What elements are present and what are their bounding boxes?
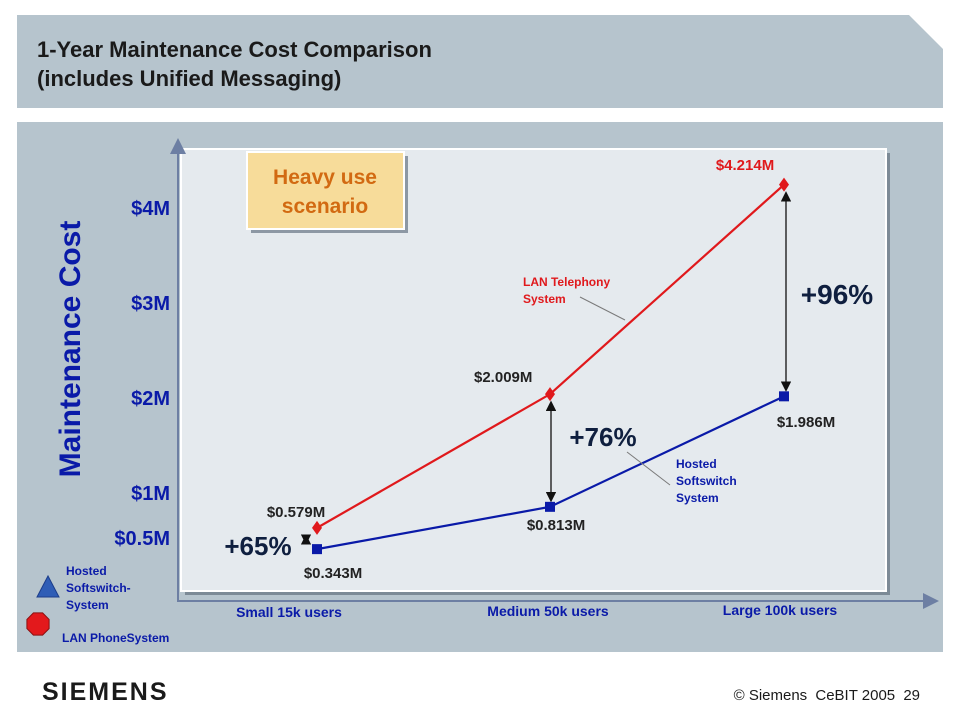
x-tick-label: Small 15k users bbox=[236, 604, 342, 620]
legend-label-lan: LAN PhoneSystem bbox=[62, 631, 169, 645]
data-label-hosted: $1.986M bbox=[777, 414, 835, 431]
series-label-leader-lan bbox=[579, 296, 626, 321]
x-tick-label: Large 100k users bbox=[723, 602, 838, 618]
x-tick-label: Medium 50k users bbox=[487, 603, 609, 619]
data-point-hosted bbox=[545, 501, 555, 512]
slide-title-line-2: (includes Unified Messaging) bbox=[37, 66, 342, 91]
data-label-hosted: $0.343M bbox=[304, 565, 362, 582]
title-bar: 1-Year Maintenance Cost Comparison (incl… bbox=[17, 15, 943, 108]
y-tick-label: $0.5M bbox=[114, 528, 170, 550]
legend-octagon-icon bbox=[26, 612, 50, 636]
footer-copyright: © Siemens bbox=[733, 687, 808, 704]
y-tick-label: $1M bbox=[131, 483, 170, 505]
legend-label-hosted: Softswitch- bbox=[66, 581, 131, 595]
callout-text-line-1: Heavy use bbox=[273, 166, 377, 189]
difference-label: +65% bbox=[224, 531, 291, 561]
y-tick-label: $2M bbox=[131, 388, 170, 410]
y-axis-label: Maintenance Cost bbox=[54, 221, 87, 478]
slide-title-line-1: 1-Year Maintenance Cost Comparison bbox=[37, 37, 432, 62]
series-label-hosted-line: Hosted bbox=[676, 457, 717, 471]
callout-box bbox=[246, 151, 405, 230]
data-point-hosted bbox=[312, 544, 322, 555]
footer-page-number: 29 bbox=[903, 687, 920, 704]
series-label-lan-line-1: LAN Telephony bbox=[523, 275, 610, 289]
footer-info: © Siemens CeBIT 2005 29 bbox=[730, 687, 920, 704]
data-label-lan: $4.214M bbox=[716, 157, 774, 174]
legend-label-hosted: System bbox=[66, 598, 109, 612]
series-label-lan-line-2: System bbox=[523, 292, 566, 306]
difference-label: +76% bbox=[569, 422, 636, 452]
data-point-lan bbox=[779, 177, 789, 192]
data-point-hosted bbox=[779, 391, 789, 402]
callout-text-line-2: scenario bbox=[282, 195, 368, 218]
y-tick-label: $4M bbox=[131, 198, 170, 220]
y-tick-label: $3M bbox=[131, 293, 170, 315]
series-label-hosted-line: System bbox=[676, 491, 719, 505]
slide-title: 1-Year Maintenance Cost Comparison (incl… bbox=[37, 35, 432, 93]
data-label-lan: $2.009M bbox=[474, 369, 532, 386]
data-label-lan: $0.579M bbox=[267, 504, 325, 521]
data-point-lan bbox=[545, 387, 555, 402]
series-label-hosted-line: Softswitch bbox=[676, 474, 737, 488]
footer-event: CeBIT 2005 bbox=[815, 687, 896, 704]
title-corner-cut bbox=[909, 15, 943, 49]
series-label-leader-hosted bbox=[626, 451, 671, 486]
data-label-hosted: $0.813M bbox=[527, 517, 585, 534]
difference-label: +96% bbox=[801, 279, 873, 310]
data-point-lan bbox=[312, 520, 322, 535]
legend-triangle-icon bbox=[36, 574, 60, 598]
legend-label-hosted: Hosted bbox=[66, 564, 107, 578]
siemens-logo: SIEMENS bbox=[42, 678, 169, 706]
